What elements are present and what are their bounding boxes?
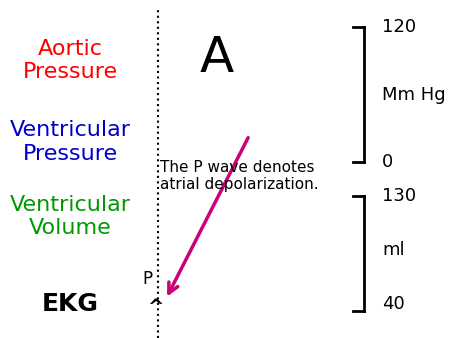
Text: ^: ^ [147,298,163,317]
Text: The P wave denotes
atrial depolarization.: The P wave denotes atrial depolarization… [160,160,319,192]
Text: Mm Hg: Mm Hg [382,86,446,104]
Text: 40: 40 [382,295,405,313]
Text: 130: 130 [382,187,416,205]
Text: P: P [142,270,153,288]
Text: Ventricular
Pressure: Ventricular Pressure [9,120,130,164]
Text: EKG: EKG [41,292,99,316]
Text: Aortic
Pressure: Aortic Pressure [22,39,117,82]
Text: 0: 0 [382,153,393,171]
Text: ml: ml [382,241,405,259]
Text: Ventricular
Volume: Ventricular Volume [9,195,130,238]
Text: A: A [200,34,234,82]
Text: 120: 120 [382,18,416,36]
